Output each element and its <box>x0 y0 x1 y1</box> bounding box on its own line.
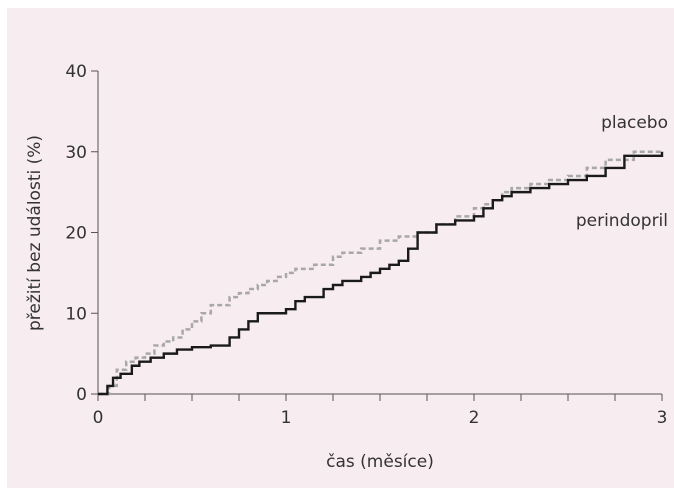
y-tick-label: 30 <box>65 143 87 163</box>
survival-chart: 0 10 20 30 40 0 1 2 3 přežití bez události (%) č… <box>25 62 668 472</box>
y-tick-label: 40 <box>65 62 87 82</box>
x-tick-label: 2 <box>469 408 480 428</box>
x-tick-label: 3 <box>657 408 668 428</box>
series-label-perindopril: perindopril <box>576 211 668 231</box>
series-line-perindopril <box>98 151 664 396</box>
series-label-placebo: placebo <box>601 113 668 133</box>
x-tick-label: 0 <box>93 408 104 428</box>
chart-panel: 0 10 20 30 40 0 1 2 3 přežití bez události (%) č… <box>7 8 674 488</box>
x-tick-label: 1 <box>281 408 292 428</box>
series-line-placebo <box>98 150 662 396</box>
y-tick-label: 10 <box>65 304 87 324</box>
axes <box>97 71 662 395</box>
series-layer <box>98 150 664 396</box>
x-axis-label: čas (měsíce) <box>326 452 434 472</box>
y-tick-label: 0 <box>76 385 87 405</box>
ticks: 0 10 20 30 40 0 1 2 3 <box>65 62 667 428</box>
labels: přežití bez události (%) čas (měsíce) pl… <box>25 113 668 472</box>
y-tick-label: 20 <box>65 224 87 244</box>
y-axis-label: přežití bez události (%) <box>25 135 45 331</box>
